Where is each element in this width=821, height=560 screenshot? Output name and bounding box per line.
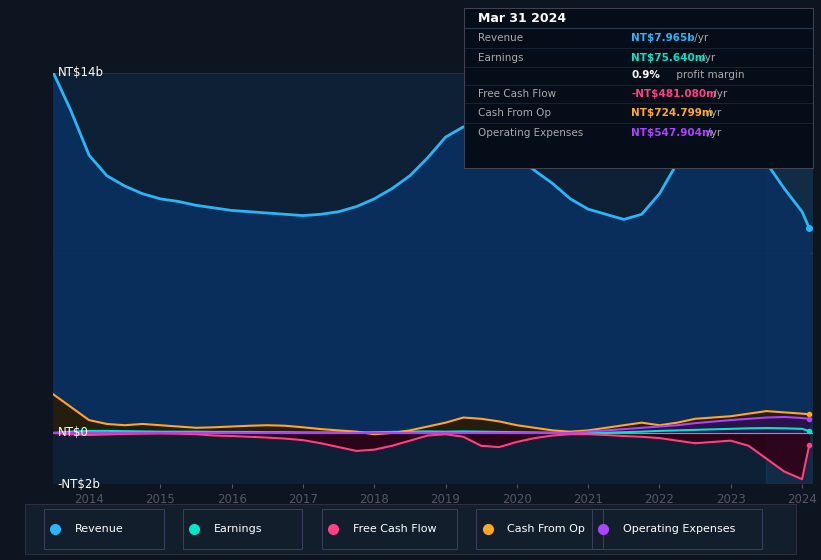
Text: Cash From Op: Cash From Op — [507, 524, 585, 534]
Text: Revenue: Revenue — [478, 33, 523, 43]
Text: -NT$481.080m: -NT$481.080m — [631, 89, 718, 99]
Text: Revenue: Revenue — [75, 524, 123, 534]
Text: NT$547.904m: NT$547.904m — [631, 128, 713, 138]
Text: /yr: /yr — [704, 108, 721, 118]
Text: /yr: /yr — [698, 53, 715, 63]
Text: -NT$2b: -NT$2b — [57, 478, 100, 491]
Text: /yr: /yr — [704, 128, 721, 138]
Text: Mar 31 2024: Mar 31 2024 — [478, 12, 566, 25]
Text: Free Cash Flow: Free Cash Flow — [353, 524, 436, 534]
Text: Earnings: Earnings — [213, 524, 262, 534]
Text: NT$724.799m: NT$724.799m — [631, 108, 713, 118]
Text: NT$7.965b: NT$7.965b — [631, 33, 695, 43]
Text: Earnings: Earnings — [478, 53, 523, 63]
Text: Free Cash Flow: Free Cash Flow — [478, 89, 556, 99]
Text: /yr: /yr — [691, 33, 709, 43]
Text: NT$0: NT$0 — [57, 427, 89, 440]
Text: NT$14b: NT$14b — [57, 66, 103, 80]
Text: Operating Expenses: Operating Expenses — [623, 524, 735, 534]
Text: Operating Expenses: Operating Expenses — [478, 128, 583, 138]
Text: profit margin: profit margin — [673, 69, 745, 80]
Text: /yr: /yr — [710, 89, 727, 99]
Text: Cash From Op: Cash From Op — [478, 108, 551, 118]
Bar — [767, 73, 816, 484]
Text: NT$75.640m: NT$75.640m — [631, 53, 706, 63]
Text: 0.9%: 0.9% — [631, 69, 660, 80]
